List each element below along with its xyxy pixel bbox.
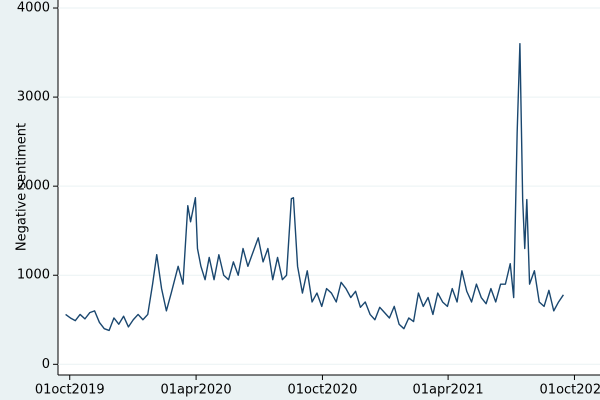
plot-area: [58, 0, 600, 375]
y-tick-label: 0: [42, 357, 50, 372]
x-tick-label: 01oct2021: [540, 383, 600, 398]
x-tick-label: 01oct2020: [288, 383, 358, 398]
y-tick-label: 3000: [17, 90, 50, 105]
y-axis-label: Negative sentiment: [15, 123, 30, 251]
x-tick-label: 01apr2021: [413, 383, 484, 398]
x-tick-label: 01oct2019: [35, 383, 105, 398]
y-tick-label: 4000: [17, 1, 50, 16]
y-tick-label: 2000: [17, 179, 50, 194]
x-tick-label: 01apr2020: [160, 383, 231, 398]
y-tick-label: 1000: [17, 268, 50, 283]
data-line: [65, 42, 564, 332]
